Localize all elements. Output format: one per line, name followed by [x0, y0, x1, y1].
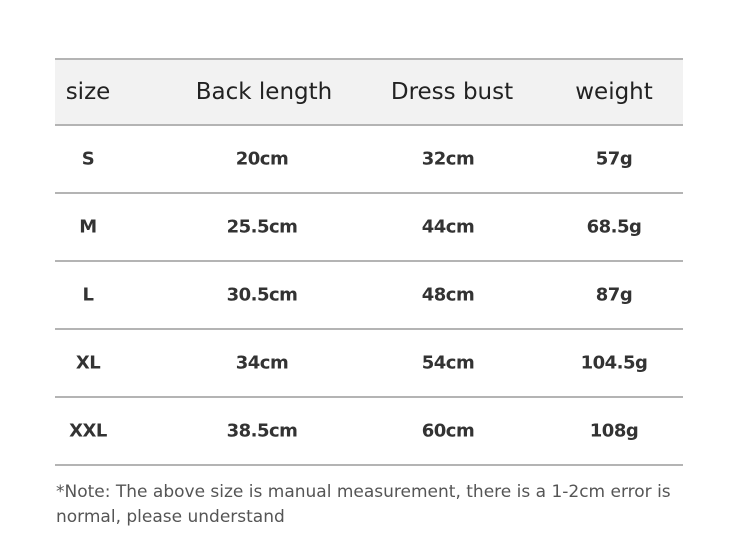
cell-size: M	[79, 216, 97, 238]
cell-back-length: 38.5cm	[226, 420, 298, 442]
cell-back-length: 20cm	[235, 148, 289, 170]
cell-size: XL	[75, 352, 101, 374]
header-size: size	[65, 79, 111, 105]
header-back-length: Back length	[195, 79, 333, 105]
cell-weight: 57g	[595, 148, 633, 170]
cell-back-length: 34cm	[235, 352, 289, 374]
header-weight: weight	[575, 79, 653, 105]
cell-dress-bust: 32cm	[421, 148, 475, 170]
footnote: *Note: The above size is manual measurem…	[56, 482, 671, 527]
cell-dress-bust: 60cm	[421, 420, 475, 442]
cell-weight: 87g	[595, 284, 633, 306]
table-row: XL 34cm 54cm 104.5g	[55, 330, 683, 398]
cell-weight: 108g	[589, 420, 639, 442]
cell-weight: 104.5g	[580, 352, 648, 374]
cell-size: S	[81, 148, 95, 170]
size-chart-table: size Back length Dress bust weight S 20cm…	[55, 58, 683, 466]
table-header-row: size Back length Dress bust weight	[55, 58, 683, 126]
cell-dress-bust: 54cm	[421, 352, 475, 374]
cell-back-length: 25.5cm	[226, 216, 298, 238]
cell-size: L	[82, 284, 94, 306]
cell-dress-bust: 48cm	[421, 284, 475, 306]
header-dress-bust: Dress bust	[390, 79, 514, 105]
table-row: S 20cm 32cm 57g	[55, 126, 683, 194]
table-row: L 30.5cm 48cm 87g	[55, 262, 683, 330]
cell-dress-bust: 44cm	[421, 216, 475, 238]
table-row: XXL 38.5cm 60cm 108g	[55, 398, 683, 466]
cell-weight: 68.5g	[586, 216, 642, 238]
cell-size: XXL	[69, 420, 107, 442]
cell-back-length: 30.5cm	[226, 284, 298, 306]
table-row: M 25.5cm 44cm 68.5g	[55, 194, 683, 262]
